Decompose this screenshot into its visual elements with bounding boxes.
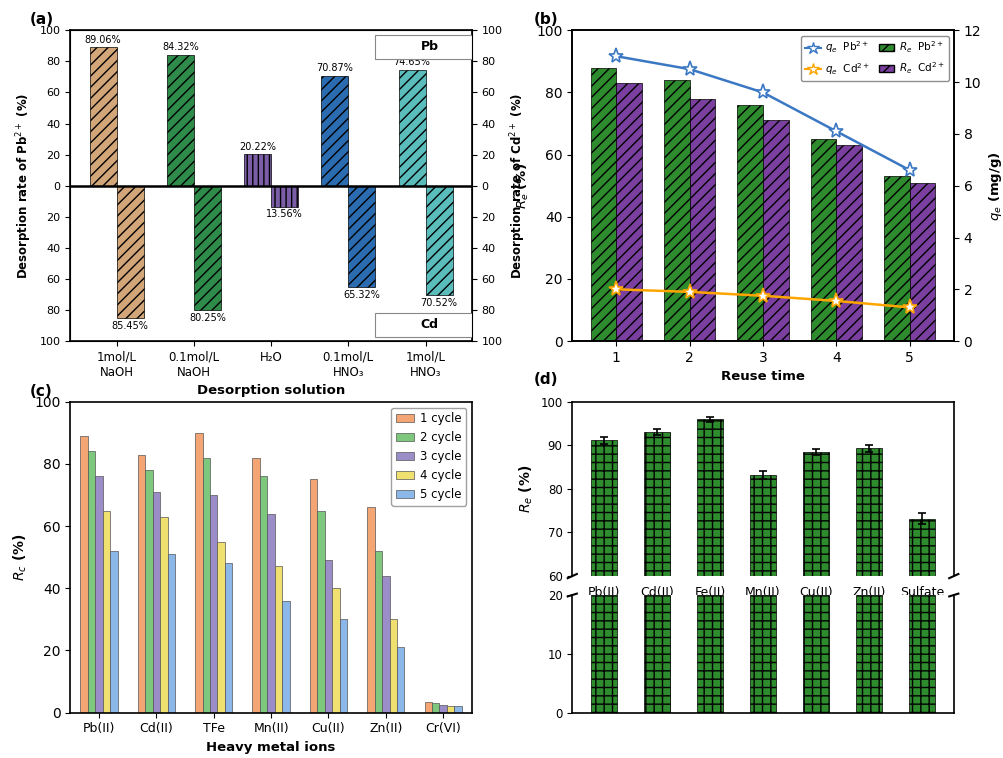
Bar	[152, 492, 159, 713]
Bar	[454, 706, 461, 713]
Bar	[908, 595, 935, 713]
Bar	[431, 703, 439, 713]
Bar	[203, 458, 210, 713]
FancyBboxPatch shape	[375, 313, 483, 337]
Bar	[810, 139, 835, 341]
Bar	[855, 449, 882, 758]
Bar	[389, 619, 396, 713]
Bar	[116, 186, 143, 318]
Bar	[367, 507, 374, 713]
Text: 20.22%: 20.22%	[239, 142, 276, 152]
Bar	[252, 458, 260, 713]
Bar	[282, 600, 290, 713]
Text: (d): (d)	[534, 372, 558, 387]
Bar	[643, 432, 670, 758]
Bar	[159, 517, 168, 713]
Bar	[590, 440, 617, 758]
Bar	[324, 560, 332, 713]
Bar	[884, 177, 909, 341]
Bar	[590, 67, 616, 341]
Text: 70.87%: 70.87%	[316, 63, 353, 74]
Bar	[736, 105, 762, 341]
Bar	[80, 436, 87, 713]
Bar	[339, 619, 347, 713]
Text: 74.65%: 74.65%	[393, 58, 430, 67]
Y-axis label: $R_e$ (%): $R_e$ (%)	[517, 465, 535, 513]
Bar	[89, 47, 116, 186]
Text: 84.32%: 84.32%	[161, 42, 199, 52]
Legend: $q_e$  Pb$^{2+}$, $q_e$  Cd$^{2+}$, $R_e$  Pb$^{2+}$, $R_e$  Cd$^{2+}$: $q_e$ Pb$^{2+}$, $q_e$ Cd$^{2+}$, $R_e$ …	[800, 36, 948, 80]
Bar	[348, 186, 375, 287]
Bar	[218, 542, 225, 713]
X-axis label: Reuse time: Reuse time	[720, 371, 804, 384]
Bar	[332, 588, 339, 713]
Bar	[590, 595, 617, 713]
Bar	[802, 595, 828, 713]
Bar	[310, 480, 317, 713]
Bar	[267, 514, 275, 713]
Bar	[317, 511, 324, 713]
Bar	[762, 121, 788, 341]
Bar	[908, 518, 935, 758]
Text: (b): (b)	[534, 12, 559, 27]
Bar	[696, 419, 722, 758]
Bar	[696, 595, 722, 713]
Text: (c): (c)	[30, 384, 53, 399]
X-axis label: Desorption solution: Desorption solution	[197, 384, 345, 397]
Text: Cd: Cd	[420, 318, 438, 331]
Bar	[168, 554, 175, 713]
Text: (a): (a)	[30, 12, 54, 27]
Bar	[271, 186, 298, 207]
Bar	[102, 511, 110, 713]
Bar	[275, 566, 282, 713]
FancyBboxPatch shape	[375, 35, 483, 58]
Legend: 1 cycle, 2 cycle, 3 cycle, 4 cycle, 5 cycle: 1 cycle, 2 cycle, 3 cycle, 4 cycle, 5 cy…	[391, 408, 465, 506]
Bar	[195, 433, 203, 713]
Y-axis label: Desorption rate of Pb$^{2+}$ (%): Desorption rate of Pb$^{2+}$ (%)	[14, 92, 34, 279]
Bar	[643, 595, 670, 713]
Bar	[424, 702, 431, 713]
Bar	[398, 70, 425, 186]
X-axis label: Heavy metal ions: Heavy metal ions	[207, 741, 335, 753]
Bar	[425, 186, 452, 296]
Bar	[374, 551, 382, 713]
Bar	[382, 576, 389, 713]
Y-axis label: $R_e$ (%): $R_e$ (%)	[514, 163, 531, 208]
Bar	[166, 55, 194, 186]
Y-axis label: $R_c$ (%): $R_c$ (%)	[11, 534, 29, 581]
Bar	[802, 452, 828, 758]
Y-axis label: Desorption rate of Cd$^{2+}$ (%): Desorption rate of Cd$^{2+}$ (%)	[508, 92, 528, 279]
Y-axis label: $q_e$ (mg/g): $q_e$ (mg/g)	[986, 151, 1003, 221]
Bar	[145, 470, 152, 713]
Bar	[225, 563, 232, 713]
Bar	[749, 475, 775, 758]
Text: 89.06%: 89.06%	[84, 35, 121, 45]
Bar	[210, 495, 218, 713]
Bar	[194, 186, 221, 311]
Text: 70.52%: 70.52%	[420, 298, 457, 308]
Text: 13.56%: 13.56%	[266, 209, 303, 219]
Bar	[95, 476, 102, 713]
Text: Pb: Pb	[420, 40, 438, 53]
Bar	[446, 706, 454, 713]
Text: 85.45%: 85.45%	[111, 321, 148, 330]
Bar	[439, 705, 446, 713]
Bar	[835, 146, 862, 341]
Bar	[663, 80, 689, 341]
Bar	[244, 155, 271, 186]
X-axis label: Real AMD: Real AMD	[726, 604, 798, 617]
Bar	[616, 83, 641, 341]
Bar	[260, 476, 267, 713]
Bar	[855, 595, 882, 713]
Bar	[909, 183, 935, 341]
Bar	[87, 452, 95, 713]
Bar	[749, 595, 775, 713]
Bar	[689, 99, 714, 341]
Text: 80.25%: 80.25%	[189, 313, 226, 323]
Bar	[110, 551, 117, 713]
Bar	[396, 647, 404, 713]
Bar	[137, 455, 145, 713]
Text: 65.32%: 65.32%	[343, 290, 380, 299]
Bar	[321, 76, 348, 186]
